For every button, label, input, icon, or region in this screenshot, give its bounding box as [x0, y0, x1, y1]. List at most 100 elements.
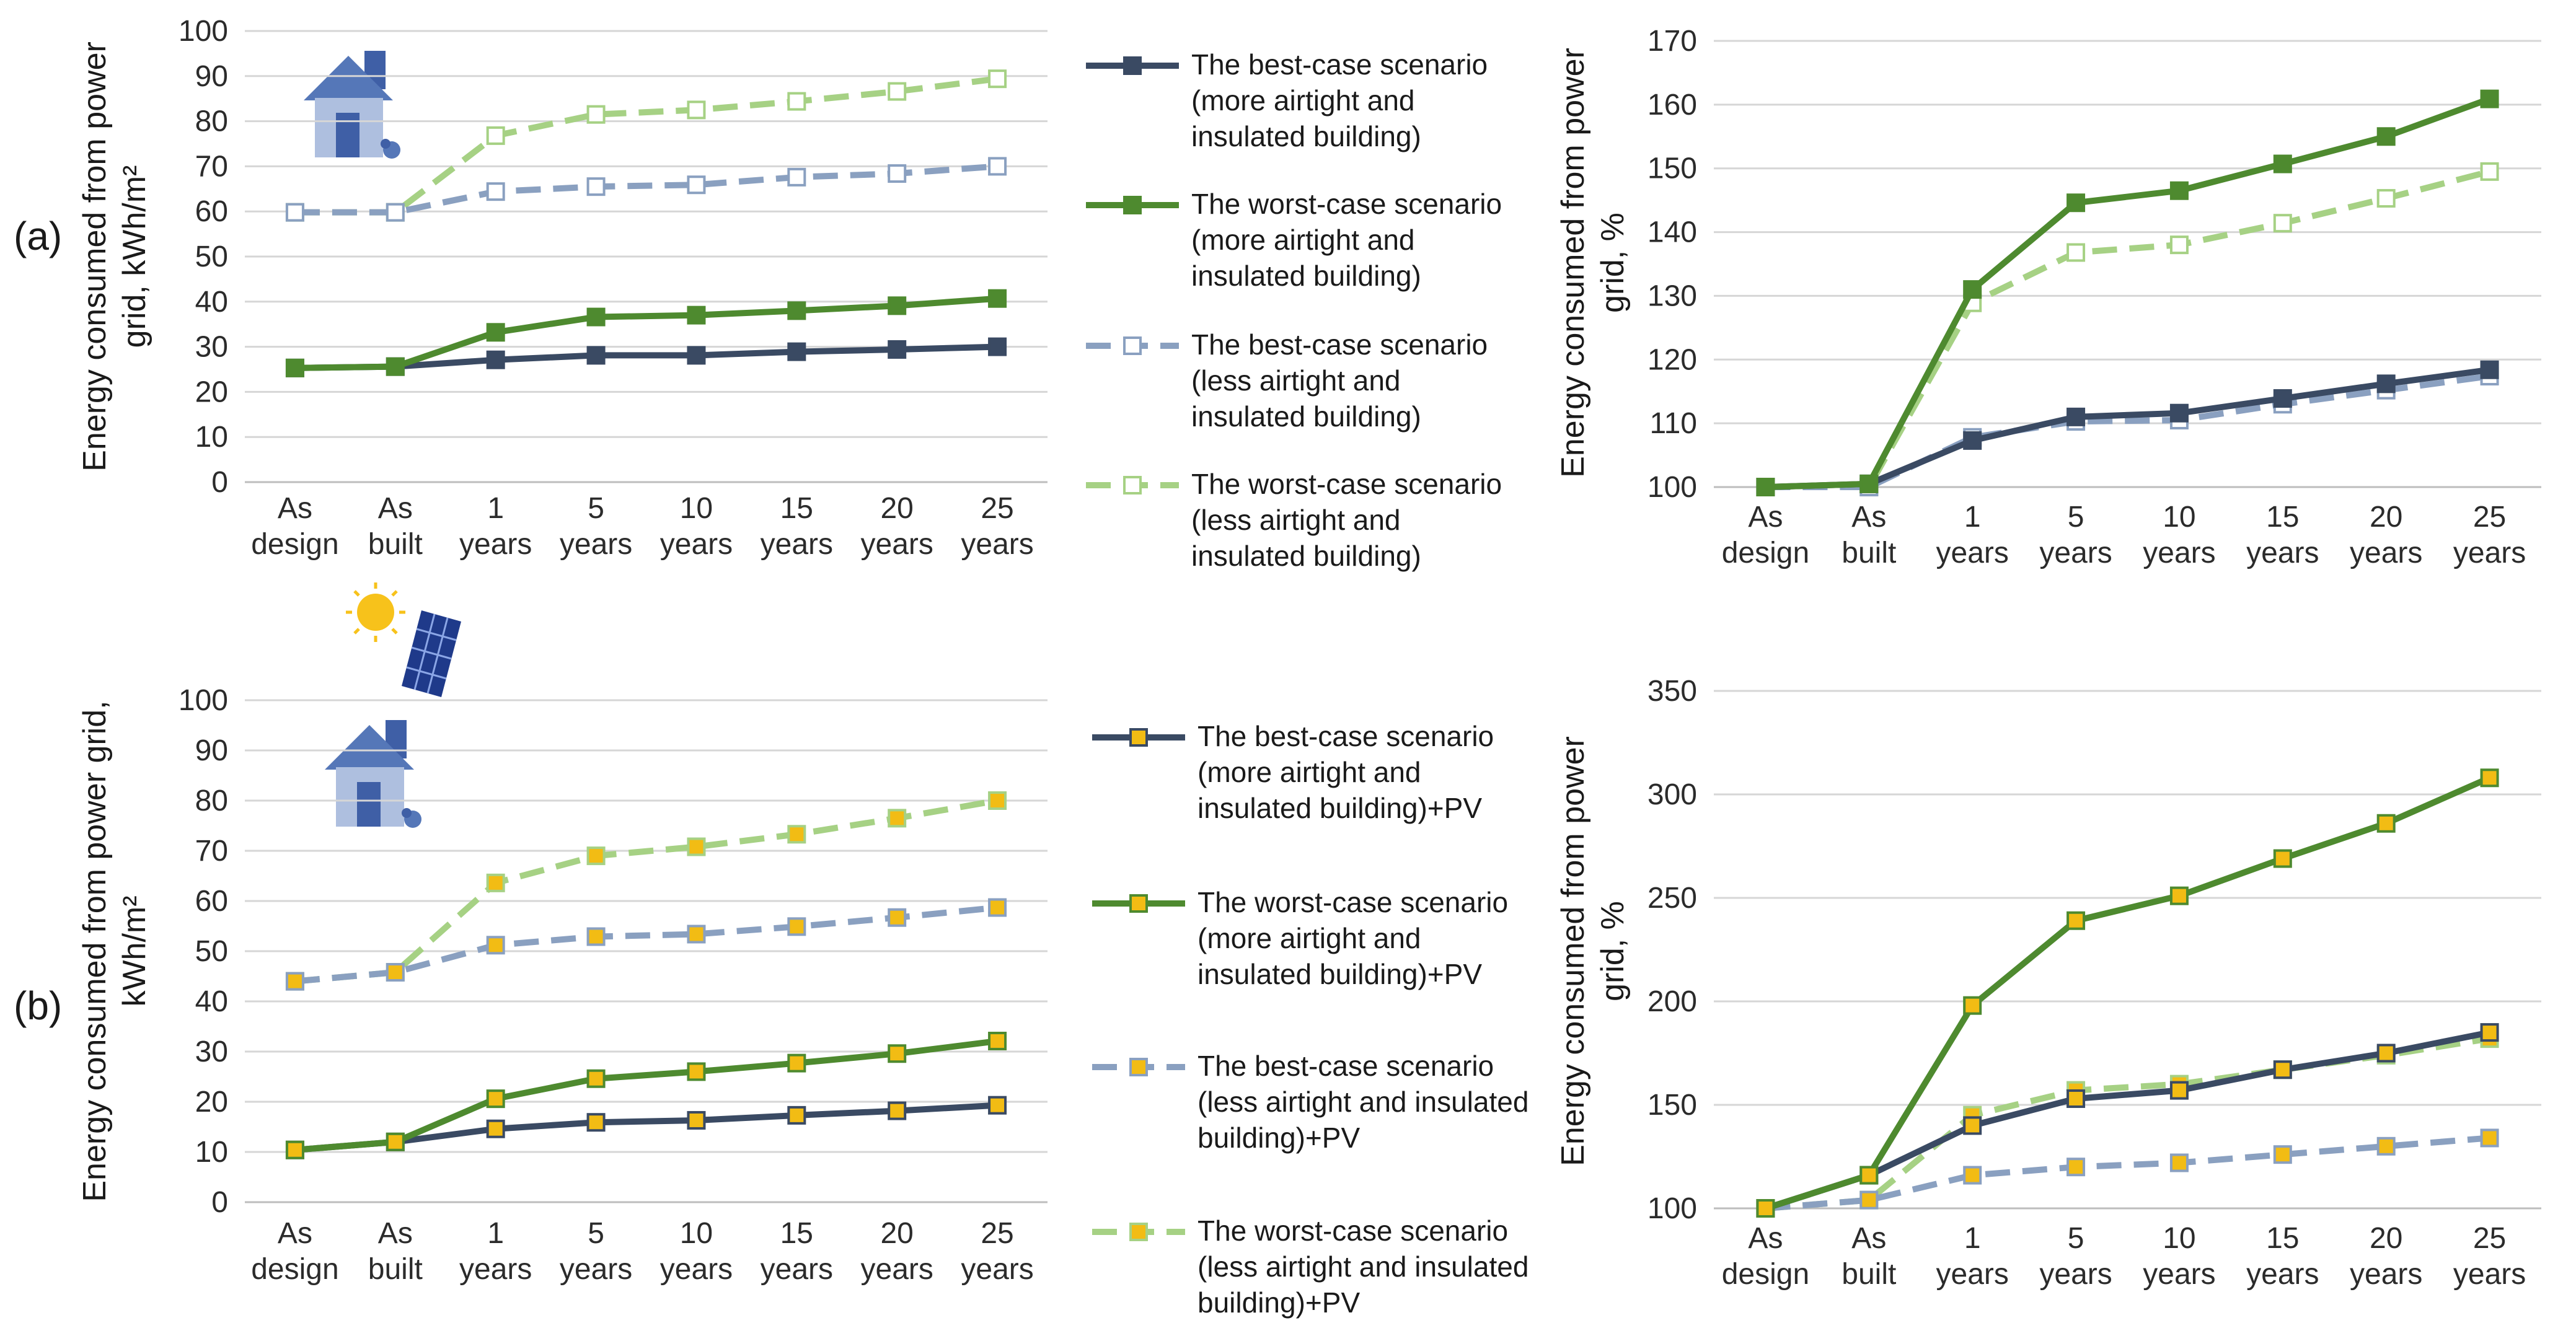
- y-axis-label-line: grid, %: [1595, 213, 1631, 313]
- data-point: [1756, 478, 1775, 496]
- x-tick-label: 25: [2473, 1222, 2506, 1255]
- y-tick-label: 90: [195, 60, 228, 93]
- y-tick-label: 110: [1649, 407, 1697, 440]
- data-point: [988, 289, 1007, 308]
- x-tick-label: As: [1748, 501, 1783, 534]
- chart-b-left: 0102030405060708090100AsdesignAsbuilt1ye…: [77, 684, 1048, 1286]
- data-point: [787, 167, 806, 187]
- data-point: [988, 1096, 1007, 1115]
- y-tick-label: 140: [1647, 216, 1697, 249]
- legend-marker: [1129, 1223, 1148, 1241]
- x-tick-label: years: [761, 528, 833, 561]
- x-tick-label: years: [2350, 537, 2422, 569]
- y-tick-label: 40: [195, 985, 228, 1018]
- x-tick-label: years: [2143, 537, 2215, 569]
- y-tick-label: 30: [195, 1035, 228, 1068]
- x-tick-label: 5: [588, 1217, 604, 1250]
- data-point: [687, 305, 706, 325]
- legend-entry-line: insulated building): [1191, 260, 1421, 292]
- data-point: [386, 1132, 405, 1151]
- legend-entry-line: building)+PV: [1198, 1286, 1360, 1319]
- y-axis-label-line: grid, %: [1595, 901, 1631, 1001]
- legend-entry-line: The worst-case scenario: [1198, 1215, 1508, 1247]
- x-tick-label: 10: [680, 492, 713, 525]
- data-point: [486, 323, 505, 342]
- chart-a-left: 0102030405060708090100AsdesignAsbuilt1ye…: [77, 15, 1048, 561]
- series-line-4: [1765, 169, 2490, 490]
- data-point: [888, 340, 907, 359]
- data-point: [2169, 235, 2189, 255]
- legend-entry-line: The best-case scenario: [1191, 48, 1488, 81]
- x-tick-label: years: [1936, 537, 2009, 569]
- x-tick-label: years: [459, 1253, 532, 1286]
- data-point: [1963, 1116, 1982, 1135]
- legend-entry-line: The best-case scenario: [1191, 328, 1488, 361]
- y-tick-label: 100: [179, 15, 228, 48]
- data-point: [888, 908, 907, 927]
- x-tick-label: built: [1842, 1258, 1896, 1291]
- legend-entry-line: insulated building): [1191, 120, 1421, 152]
- data-point: [787, 92, 806, 111]
- data-point: [586, 846, 606, 866]
- x-tick-label: years: [761, 1253, 833, 1286]
- data-point: [386, 357, 405, 376]
- data-point: [2480, 768, 2499, 788]
- chart-a-right: 100110120130140150160170AsdesignAsbuilt1…: [1555, 25, 2541, 569]
- x-tick-label: 25: [981, 492, 1013, 525]
- legend-entry-line: (less airtight and insulated: [1198, 1086, 1528, 1118]
- data-point: [2067, 911, 2086, 930]
- series-line-1: [294, 343, 998, 371]
- y-axis-label: Energy consumed from power grid, kWh/m²: [77, 700, 152, 1202]
- panel-label-b: (b): [14, 983, 62, 1028]
- y-tick-label: 0: [211, 1186, 228, 1219]
- y-axis-label-line: kWh/m²: [117, 895, 152, 1006]
- y-tick-label: 20: [195, 1086, 228, 1118]
- data-point: [2480, 1128, 2499, 1148]
- data-point: [486, 873, 505, 892]
- y-tick-label: 170: [1647, 25, 1697, 58]
- series-line-4: [294, 76, 998, 216]
- x-tick-label: 20: [2370, 501, 2402, 534]
- y-tick-label: 100: [179, 684, 228, 717]
- y-tick-label: 20: [195, 376, 228, 408]
- y-tick-label: 70: [195, 150, 228, 183]
- series-line-1: [294, 1102, 998, 1153]
- data-point: [988, 157, 1007, 176]
- x-tick-label: design: [1722, 537, 1809, 569]
- data-point: [1859, 474, 1879, 493]
- x-tick-label: years: [2350, 1258, 2422, 1291]
- data-point: [2067, 193, 2086, 213]
- data-point: [1963, 431, 1982, 450]
- data-point: [687, 837, 706, 856]
- legend-entry-line: insulated building)+PV: [1198, 792, 1482, 824]
- data-point: [2480, 162, 2499, 181]
- data-point: [888, 164, 907, 183]
- x-tick-label: As: [378, 1217, 413, 1250]
- x-tick-label: 10: [2163, 501, 2195, 534]
- x-tick-label: 1: [1964, 501, 1981, 534]
- legend-entry-line: The best-case scenario: [1198, 720, 1494, 752]
- y-tick-label: 70: [195, 835, 228, 868]
- data-point: [2273, 849, 2292, 868]
- x-tick-label: As: [1851, 501, 1886, 534]
- data-point: [586, 177, 606, 196]
- data-point: [787, 917, 806, 936]
- x-tick-label: years: [861, 1253, 933, 1286]
- y-axis-label-line: Energy consumed from power: [1555, 48, 1591, 478]
- data-point: [486, 182, 505, 201]
- y-tick-label: 130: [1647, 279, 1697, 312]
- legend-marker: [1123, 336, 1142, 355]
- data-point: [2376, 189, 2396, 208]
- data-point: [888, 1101, 907, 1120]
- y-tick-label: 90: [195, 734, 228, 767]
- data-point: [687, 175, 706, 195]
- x-tick-label: As: [1748, 1222, 1783, 1255]
- series-line-2: [1764, 775, 2491, 1211]
- y-tick-label: 120: [1647, 343, 1697, 376]
- data-point: [787, 301, 806, 320]
- data-point: [2169, 1081, 2189, 1100]
- x-tick-label: 15: [780, 1217, 813, 1250]
- y-tick-label: 80: [195, 784, 228, 817]
- data-point: [2480, 360, 2499, 379]
- data-point: [787, 825, 806, 844]
